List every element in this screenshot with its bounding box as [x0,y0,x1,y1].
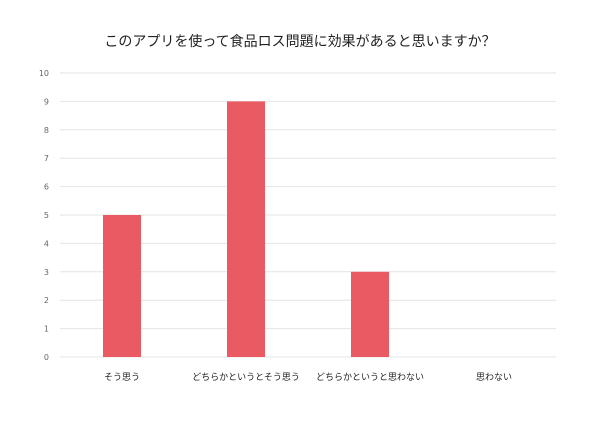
y-tick-label: 3 [44,268,49,277]
y-tick-label: 10 [39,69,49,78]
bar [351,271,389,357]
y-tick-label: 4 [44,239,49,248]
y-tick-label: 9 [44,97,49,106]
y-tick-label: 2 [44,296,49,305]
chart-title: このアプリを使って食品ロス問題に効果があると思いますか？ [104,34,496,50]
y-tick-label: 5 [44,211,49,220]
y-tick-label: 7 [44,154,49,163]
x-tick-label: 思わない [476,372,512,383]
x-tick-label: そう思う [104,372,140,383]
bar [103,215,141,357]
y-tick-label: 1 [44,325,49,334]
x-tick-label: どちらかというと思わない [316,372,424,383]
y-tick-label: 6 [44,183,49,192]
x-tick-label: どちらかというとそう思う [192,372,300,383]
y-tick-label: 8 [44,126,49,135]
y-tick-label: 0 [44,353,49,362]
bar [227,101,265,358]
